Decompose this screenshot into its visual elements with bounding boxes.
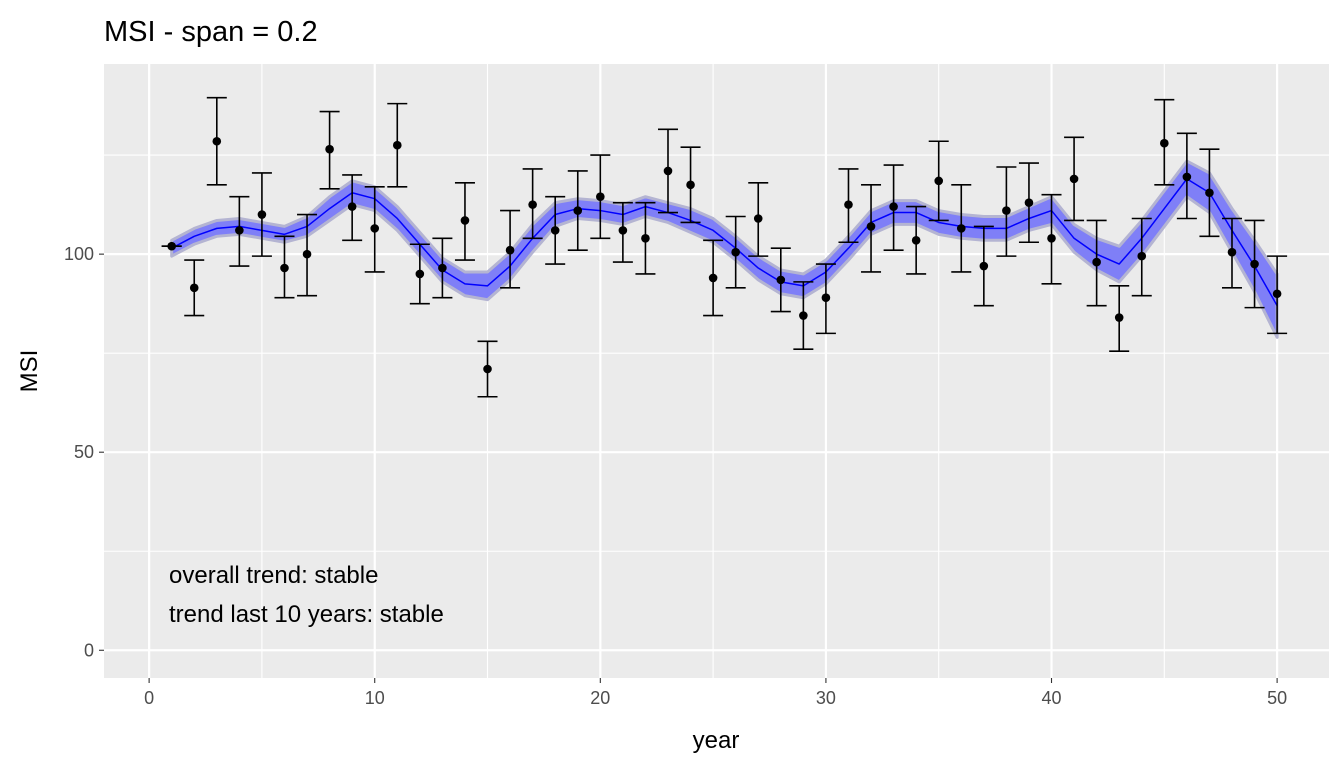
data-point xyxy=(1160,138,1169,148)
data-point xyxy=(1205,188,1214,198)
data-point xyxy=(708,273,718,283)
data-point xyxy=(415,269,425,279)
data-point xyxy=(528,200,537,209)
chart-title: MSI - span = 0.2 xyxy=(104,16,318,48)
data-point xyxy=(889,202,898,211)
data-point xyxy=(934,176,944,186)
confidence-band xyxy=(170,159,1279,339)
y-tick-label: 50 xyxy=(74,442,94,462)
data-point xyxy=(370,224,380,233)
data-point xyxy=(347,202,357,211)
data-point xyxy=(866,222,876,231)
data-point xyxy=(844,200,853,209)
smooth-trend-line xyxy=(171,178,1278,307)
data-point xyxy=(663,166,673,176)
data-point xyxy=(212,136,222,146)
data-point xyxy=(821,293,831,303)
data-point xyxy=(438,263,447,273)
data-point xyxy=(956,224,966,233)
data-point xyxy=(1069,174,1079,184)
y-axis-title: MSI xyxy=(16,350,43,393)
smooth-line xyxy=(171,178,1278,307)
data-point xyxy=(189,283,199,293)
data-point xyxy=(302,249,312,259)
data-point xyxy=(799,311,808,320)
x-tick-label: 10 xyxy=(365,688,385,708)
x-tick-label: 20 xyxy=(590,688,610,708)
data-point xyxy=(753,214,763,223)
data-point xyxy=(1002,206,1011,215)
smooth-confidence-ribbon xyxy=(170,159,1279,339)
data-point xyxy=(979,261,989,271)
data-point xyxy=(1182,172,1192,182)
x-axis-ticks: 0 10 20 30 40 50 xyxy=(144,678,1287,708)
x-axis-title: year xyxy=(693,727,740,754)
data-point xyxy=(776,275,786,285)
data-point xyxy=(257,210,267,219)
data-point xyxy=(1227,247,1237,257)
data-point xyxy=(618,226,628,235)
annotation-overall-trend: overall trend: stable xyxy=(169,562,378,589)
data-point xyxy=(573,206,583,215)
data-point xyxy=(460,216,470,225)
data-points xyxy=(167,136,1282,374)
y-axis-ticks: 0 50 100 xyxy=(64,244,104,660)
data-point xyxy=(325,144,334,154)
data-point xyxy=(1024,198,1034,207)
data-point xyxy=(1272,289,1282,299)
x-tick-label: 0 xyxy=(144,688,154,708)
data-point xyxy=(1137,251,1147,261)
data-point xyxy=(731,247,740,257)
data-point xyxy=(505,245,515,255)
data-point xyxy=(1092,257,1101,267)
data-point xyxy=(1047,233,1056,243)
data-point xyxy=(1114,313,1124,322)
data-point xyxy=(596,192,605,202)
x-tick-label: 50 xyxy=(1267,688,1287,708)
data-point xyxy=(1250,259,1259,269)
annotation-last-10-years-trend: trend last 10 years: stable xyxy=(169,601,444,628)
data-point xyxy=(392,140,402,150)
data-point xyxy=(280,263,289,273)
y-tick-label: 0 xyxy=(84,640,94,660)
data-point xyxy=(686,180,695,190)
plot-panel xyxy=(104,64,1329,678)
x-tick-label: 30 xyxy=(816,688,836,708)
data-point xyxy=(167,241,176,251)
data-point xyxy=(641,233,650,243)
data-point xyxy=(235,226,244,235)
data-point xyxy=(911,235,921,245)
data-point xyxy=(550,226,560,235)
data-point xyxy=(483,364,492,374)
y-tick-label: 100 xyxy=(64,244,94,264)
x-tick-label: 40 xyxy=(1041,688,1061,708)
